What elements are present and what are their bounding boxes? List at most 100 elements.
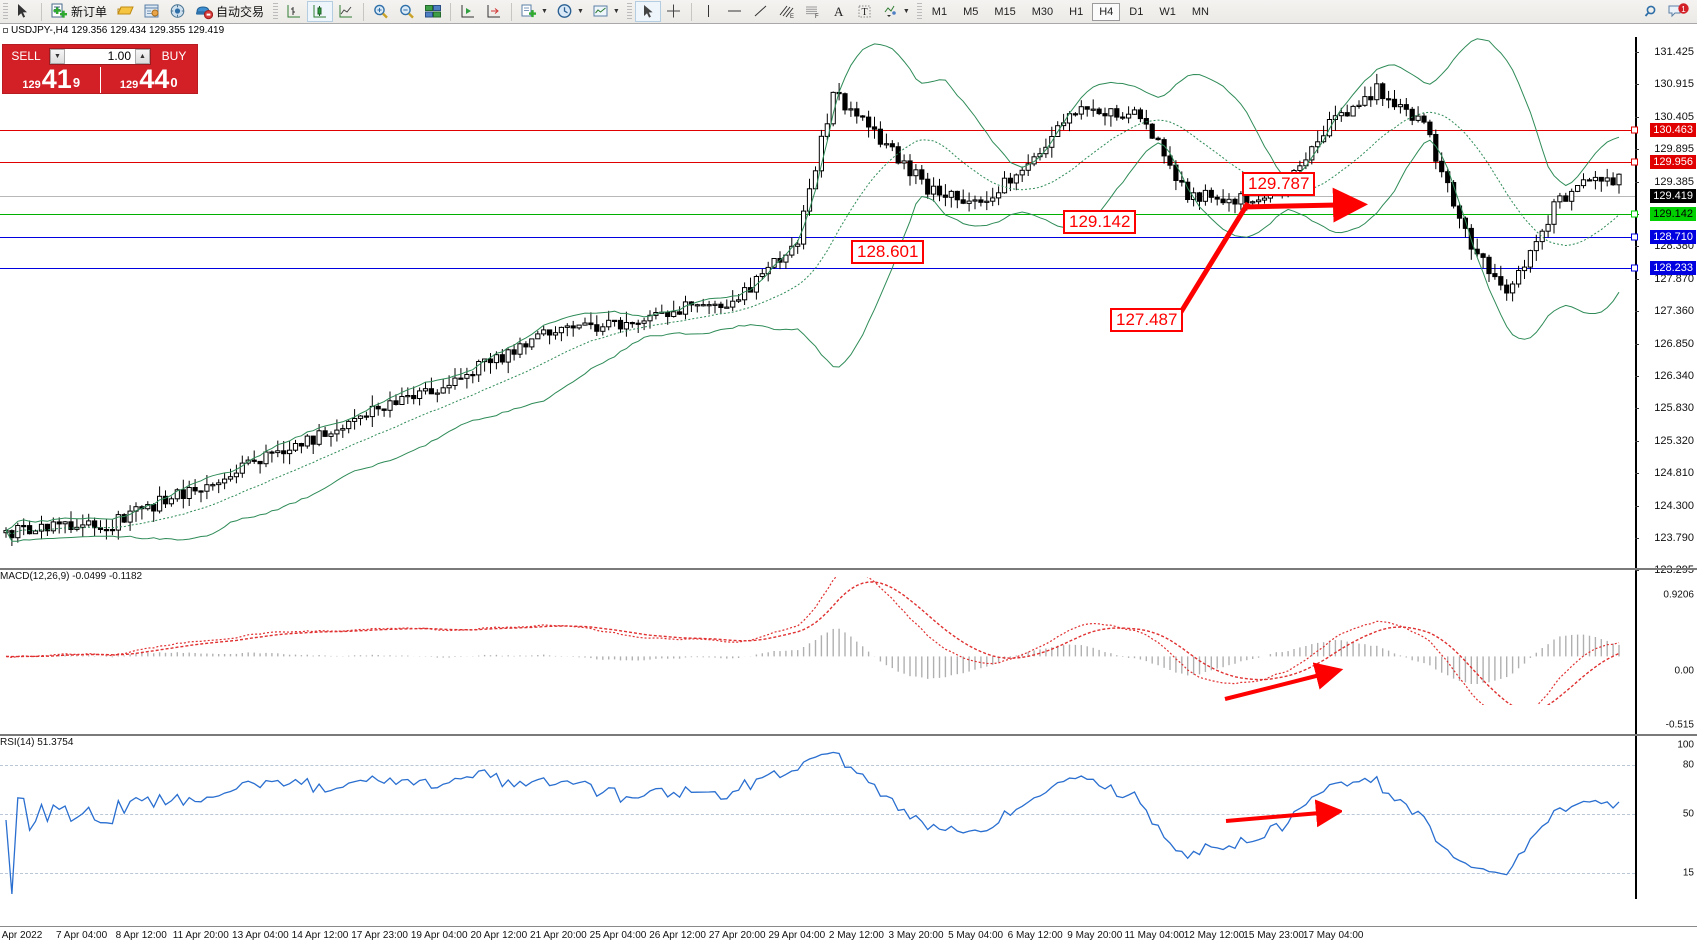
timeframe-m15[interactable]: M15 bbox=[994, 5, 1016, 18]
template-icon bbox=[592, 3, 610, 20]
volume-value[interactable]: 1.00 bbox=[107, 48, 131, 63]
market-watch-button[interactable] bbox=[113, 1, 139, 22]
auto-trading-button[interactable]: 自动交易 bbox=[191, 1, 270, 22]
chevron-down-icon[interactable]: ▼ bbox=[541, 8, 548, 15]
zoom-in-button[interactable] bbox=[368, 1, 394, 22]
notifications-icon[interactable]: 1 bbox=[1667, 3, 1691, 20]
level-line-128710[interactable] bbox=[0, 237, 1635, 238]
time-axis[interactable]: Apr 2022 7 Apr 04:00 8 Apr 12:00 11 Apr 20:… bbox=[0, 926, 1697, 944]
new-order-label: 新订单 bbox=[71, 5, 108, 19]
level-line-129956[interactable] bbox=[0, 162, 1635, 163]
chart-area[interactable]: 129.787 129.142 128.601 127.487 131.425 1… bbox=[0, 37, 1697, 944]
timeframe-mn[interactable]: MN bbox=[1191, 5, 1209, 18]
level-handle[interactable] bbox=[1631, 210, 1638, 218]
annotation-128601[interactable]: 128.601 bbox=[851, 240, 925, 264]
time-axis-label: 7 Apr 04:00 bbox=[56, 930, 108, 941]
new-order-button[interactable]: 新订单 bbox=[46, 1, 113, 22]
auto-scroll-button[interactable] bbox=[481, 1, 507, 22]
horizontal-line-button[interactable] bbox=[722, 1, 748, 22]
toolbar-separator-3 bbox=[450, 2, 452, 21]
annotation-129142[interactable]: 129.142 bbox=[1063, 210, 1137, 234]
chevron-down-icon-3[interactable]: ▼ bbox=[612, 8, 620, 15]
trendline-button[interactable] bbox=[748, 1, 774, 22]
oct-top-row: SELL ▼ 1.00 ▲ BUY bbox=[3, 45, 197, 67]
zoom-out-button[interactable] bbox=[394, 1, 420, 22]
equidistant-channel-button[interactable]: E bbox=[774, 1, 800, 22]
crosshair-button[interactable] bbox=[661, 1, 687, 22]
chevron-down-icon-4[interactable]: ▼ bbox=[902, 8, 910, 15]
tile-windows-icon bbox=[424, 3, 442, 20]
toolbar-separator-2 bbox=[363, 2, 365, 21]
timeframe-h1[interactable]: H1 bbox=[1069, 5, 1084, 18]
price-level-label-129419[interactable]: 129.419 bbox=[1650, 189, 1696, 203]
level-handle[interactable] bbox=[1631, 158, 1638, 166]
tile-windows-button[interactable] bbox=[420, 1, 446, 22]
templates-button[interactable]: ▼ bbox=[588, 1, 624, 22]
main-toolbar: 新订单 自动交易 bbox=[0, 0, 1697, 24]
fibonacci-button[interactable]: F bbox=[800, 1, 826, 22]
level-line-129142[interactable] bbox=[0, 214, 1635, 215]
text-button[interactable]: A bbox=[826, 1, 852, 22]
price-level-label-130463[interactable]: 130.463 bbox=[1650, 123, 1696, 137]
price-tick bbox=[1635, 408, 1639, 410]
pointer-arrow-icon[interactable] bbox=[11, 1, 37, 22]
price-level-label-128710[interactable]: 128.710 bbox=[1650, 230, 1696, 244]
time-axis-label: 11 Apr 20:00 bbox=[172, 930, 229, 941]
time-axis-label: 3 May 20:00 bbox=[888, 930, 944, 941]
volume-stepper[interactable]: ▼ 1.00 ▲ bbox=[49, 47, 151, 65]
cursor-tool-button[interactable] bbox=[634, 1, 661, 22]
level-line-130463[interactable] bbox=[0, 130, 1635, 131]
time-axis-label: 19 Apr 04:00 bbox=[410, 930, 468, 941]
sell-button[interactable]: SELL bbox=[11, 49, 41, 63]
annotation-129787[interactable]: 129.787 bbox=[1242, 172, 1316, 196]
toolbar-grip[interactable] bbox=[3, 2, 8, 21]
sell-quote[interactable]: 129 41 9 bbox=[3, 66, 100, 93]
timeframe-m30[interactable]: M30 bbox=[1031, 5, 1054, 18]
toolbar-grip-2[interactable] bbox=[273, 2, 279, 21]
timeframe-w1[interactable]: W1 bbox=[1159, 5, 1176, 18]
period-button[interactable]: ▼ bbox=[552, 1, 588, 22]
volume-increase-button[interactable]: ▲ bbox=[135, 48, 150, 64]
toolbar-grip-4[interactable] bbox=[916, 2, 922, 21]
level-handle[interactable] bbox=[1631, 126, 1638, 134]
price-tick bbox=[1635, 538, 1639, 539]
price-level-label-128233[interactable]: 128.233 bbox=[1650, 261, 1696, 275]
timeframe-d1[interactable]: D1 bbox=[1129, 5, 1144, 18]
vertical-line-button[interactable] bbox=[696, 1, 722, 22]
timeframe-m5[interactable]: M5 bbox=[963, 5, 979, 18]
price-level-label-129956[interactable]: 129.956 bbox=[1650, 155, 1696, 169]
svg-text:A: A bbox=[834, 4, 844, 19]
chart-shift-button[interactable] bbox=[455, 1, 481, 22]
timeframe-m1[interactable]: M1 bbox=[931, 5, 948, 18]
level-handle[interactable] bbox=[1631, 264, 1638, 272]
buy-quote[interactable]: 129 44 0 bbox=[99, 66, 198, 93]
annotation-127487[interactable]: 127.487 bbox=[1110, 308, 1184, 332]
time-axis-label: 25 Apr 04:00 bbox=[589, 930, 647, 941]
chevron-down-icon-2[interactable]: ▼ bbox=[576, 8, 584, 15]
navigator-button[interactable] bbox=[165, 1, 191, 22]
svg-text:F: F bbox=[815, 14, 819, 20]
price-scale[interactable]: 131.425130.915130.405129.895129.385128.8… bbox=[1631, 37, 1697, 899]
add-indicator-button[interactable]: ▼ bbox=[516, 1, 552, 22]
zoom-out-icon bbox=[398, 3, 416, 20]
arrows-button[interactable]: ▼ bbox=[878, 1, 914, 22]
bar-chart-button[interactable] bbox=[281, 1, 307, 22]
line-chart-button[interactable] bbox=[333, 1, 359, 22]
channel-icon: E bbox=[778, 3, 796, 20]
candle-chart-button[interactable] bbox=[307, 1, 334, 22]
level-handle[interactable] bbox=[1631, 233, 1638, 241]
price-tick-label-123295: 123.295 bbox=[1654, 564, 1694, 577]
one-click-trading-panel[interactable]: SELL ▼ 1.00 ▲ BUY 129 41 9 129 44 0 bbox=[2, 44, 198, 94]
price-level-label-129142[interactable]: 129.142 bbox=[1650, 207, 1696, 221]
rsi-grid-15 bbox=[0, 873, 1635, 874]
price-tick bbox=[1635, 343, 1639, 345]
data-window-button[interactable] bbox=[139, 1, 165, 22]
text-label-button[interactable]: T bbox=[852, 1, 878, 22]
search-icon[interactable] bbox=[1643, 3, 1661, 20]
volume-decrease-button[interactable]: ▼ bbox=[50, 48, 65, 64]
level-line-128233[interactable] bbox=[0, 268, 1635, 269]
price-tick bbox=[1635, 570, 1639, 572]
timeframe-h4[interactable]: H4 bbox=[1092, 2, 1121, 21]
toolbar-grip-3[interactable] bbox=[626, 2, 632, 21]
buy-button[interactable]: BUY bbox=[161, 49, 187, 63]
